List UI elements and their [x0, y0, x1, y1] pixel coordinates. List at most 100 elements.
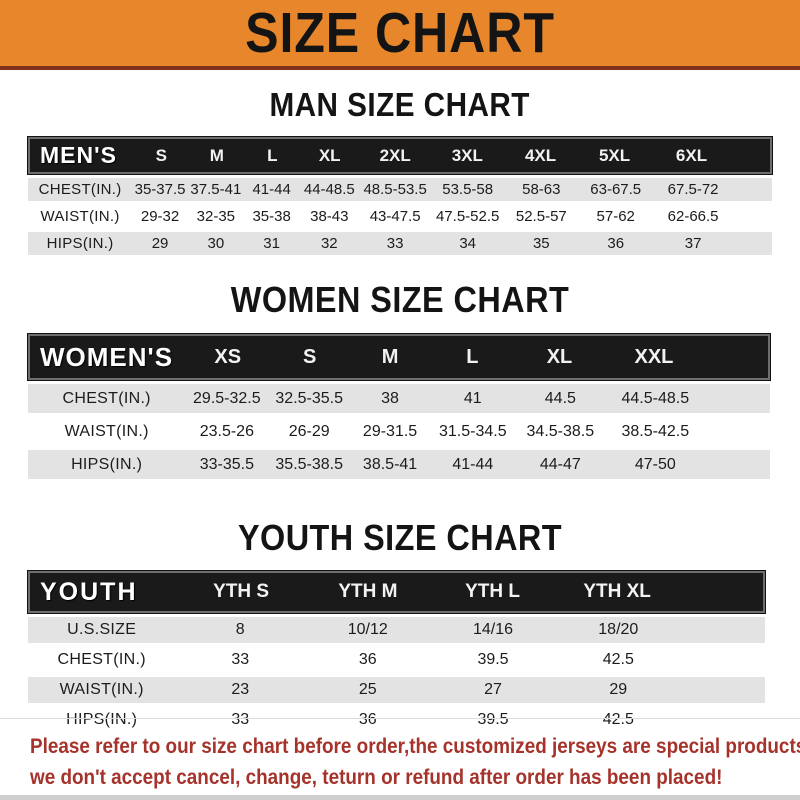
youth-size-table: YOUTH YTH S YTH M YTH L YTH XL U.S.SIZE 8 10/12…: [27, 570, 766, 733]
row-label: CHEST(IN.): [62, 389, 151, 407]
value-cell: 53.5-58: [442, 181, 494, 198]
row-label: CHEST(IN.): [57, 651, 146, 668]
size-column-header: L: [267, 145, 278, 165]
size-column-header: S: [155, 145, 168, 165]
value-cell: 63-67.5: [590, 181, 642, 198]
size-column-header: XL: [318, 145, 341, 165]
value-cell: 47-50: [634, 455, 676, 473]
size-column-header: YTH S: [213, 581, 270, 602]
value-cell: 33: [386, 235, 404, 252]
table-row: CHEST(IN.) 33 36 39.5 42.5: [28, 647, 765, 673]
value-cell: 35.5-38.5: [275, 455, 343, 473]
value-cell: 34.5-38.5: [526, 422, 595, 440]
row-label: HIPS(IN.): [71, 455, 143, 473]
value-cell: 33-35.5: [199, 455, 254, 473]
value-cell: 67.5-72: [667, 181, 719, 198]
value-cell: 34: [459, 235, 477, 252]
womens-header-row: WOMEN'S XS S M L XL XXL: [27, 333, 771, 381]
value-cell: 35: [532, 235, 550, 252]
table-row: WAIST(IN.) 23.5-26 26-29 29-31.5 31.5-34.5 34…: [28, 417, 770, 446]
footer-note-line1: Please refer to our size chart before or…: [30, 735, 800, 758]
value-cell: 43-47.5: [369, 208, 421, 225]
value-cell: 23: [231, 681, 250, 698]
size-column-header: 4XL: [524, 145, 557, 165]
value-cell: 29.5-32.5: [193, 389, 261, 407]
value-cell: 39.5: [477, 651, 509, 668]
value-cell: 38.5-42.5: [621, 422, 690, 440]
size-column-header: 2XL: [379, 145, 411, 165]
size-column-header: XL: [546, 345, 573, 368]
table-row: HIPS(IN.) 29 30 31 32 33 34 35 36 37: [28, 232, 772, 255]
youth-header-row: YOUTH YTH S YTH M YTH L YTH XL: [27, 570, 766, 614]
value-cell: 8: [235, 621, 245, 638]
value-cell: 37: [684, 235, 702, 252]
size-column-header: YTH M: [338, 581, 398, 602]
value-cell: 44-48.5: [303, 181, 355, 198]
value-cell: 14/16: [472, 621, 514, 638]
value-cell: 41-44: [252, 181, 291, 198]
bottom-strip: [0, 795, 800, 800]
row-label: HIPS(IN.): [46, 235, 114, 252]
row-label: WAIST(IN.): [64, 422, 149, 440]
value-cell: 35-38: [252, 208, 291, 225]
value-cell: 32-35: [196, 208, 236, 225]
size-column-header: YTH L: [465, 581, 520, 602]
man-section-heading-text: MAN SIZE CHART: [269, 86, 531, 123]
value-cell: 39.5: [477, 711, 509, 728]
women-section-heading: WOMEN SIZE CHART: [0, 279, 800, 321]
row-label: WAIST(IN.): [40, 208, 120, 225]
table-row: HIPS(IN.) 33 36 39.5 42.5: [28, 707, 765, 733]
table-row: CHEST(IN.) 35-37.5 37.5-41 41-44 44-48.5 48.5…: [28, 178, 772, 201]
value-cell: 32: [320, 235, 338, 252]
value-cell: 36: [358, 651, 377, 668]
size-column-header: YTH XL: [583, 581, 651, 602]
women-section-heading-text: WOMEN SIZE CHART: [230, 279, 570, 320]
value-cell: 38: [381, 389, 399, 407]
value-cell: 10/12: [347, 621, 388, 638]
size-column-header: 5XL: [598, 145, 631, 165]
banner: SIZE CHART: [0, 0, 800, 70]
value-cell: 47.5-52.5: [435, 208, 500, 225]
value-cell: 38-43: [310, 208, 349, 225]
row-label: WAIST(IN.): [59, 681, 144, 698]
table-row: U.S.SIZE 8 10/12 14/16 18/20: [28, 617, 765, 643]
table-row: WAIST(IN.) 23 25 27 29: [28, 677, 765, 703]
size-column-header: XXL: [634, 345, 674, 368]
value-cell: 29: [151, 235, 169, 252]
value-cell: 52.5-57: [515, 208, 567, 225]
row-label: CHEST(IN.): [38, 181, 122, 198]
value-cell: 41: [463, 389, 482, 407]
banner-title: SIZE CHART: [245, 1, 555, 65]
mens-header-row: MEN'S S M L XL 2XL 3XL 4XL 5XL 6XL: [27, 136, 773, 175]
value-cell: 44.5-48.5: [621, 389, 690, 407]
table-row: CHEST(IN.) 29.5-32.5 32.5-35.5 38 41 44.5 44.5…: [28, 384, 770, 413]
value-cell: 29-32: [140, 208, 180, 225]
value-cell: 31: [263, 235, 280, 252]
value-cell: 31.5-34.5: [438, 422, 507, 440]
table-row: HIPS(IN.) 33-35.5 35.5-38.5 38.5-41 41-44 44-…: [28, 450, 770, 479]
youth-table-label: YOUTH: [40, 577, 138, 606]
value-cell: 58-63: [522, 181, 561, 198]
value-cell: 44-47: [539, 455, 581, 473]
mens-size-table: MEN'S S M L XL 2XL 3XL 4XL 5XL 6XL CHEST(IN.) 35-37…: [27, 136, 773, 255]
value-cell: 48.5-53.5: [363, 181, 427, 198]
value-cell: 41-44: [452, 455, 494, 473]
size-column-header: XS: [214, 345, 242, 368]
value-cell: 35-37.5: [134, 181, 186, 198]
value-cell: 42.5: [602, 711, 634, 728]
value-cell: 30: [207, 235, 225, 252]
row-label: HIPS(IN.): [66, 711, 138, 728]
value-cell: 29: [609, 681, 628, 698]
mens-table-label: MEN'S: [40, 142, 117, 168]
youth-section-heading-text: YOUTH SIZE CHART: [237, 517, 562, 558]
value-cell: 18/20: [598, 621, 639, 638]
size-column-header: S: [303, 345, 317, 368]
value-cell: 36: [358, 711, 377, 728]
value-cell: 62-66.5: [667, 208, 719, 225]
table-row: WAIST(IN.) 29-32 32-35 35-38 38-43 43-47.5 47.…: [28, 205, 772, 228]
womens-table-label: WOMEN'S: [40, 341, 174, 372]
size-column-header: M: [381, 345, 399, 368]
size-column-header: 3XL: [451, 145, 483, 165]
value-cell: 23.5-26: [199, 422, 254, 440]
